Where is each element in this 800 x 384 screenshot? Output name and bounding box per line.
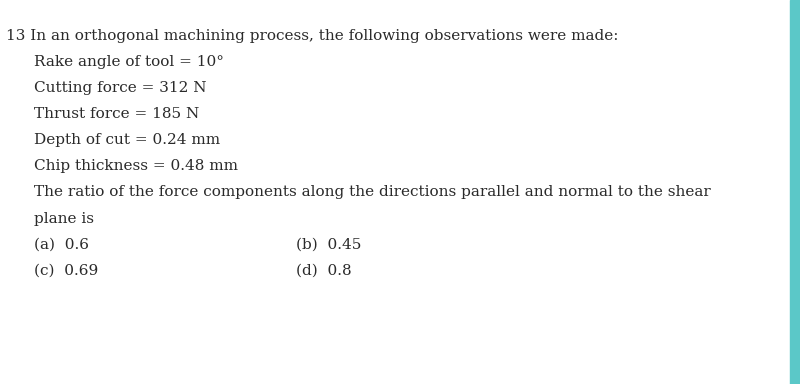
Text: (d)  0.8: (d) 0.8	[296, 264, 352, 278]
Text: Cutting force = 312 N: Cutting force = 312 N	[34, 81, 206, 95]
Text: The ratio of the force components along the directions parallel and normal to th: The ratio of the force components along …	[34, 185, 710, 199]
Text: (a)  0.6: (a) 0.6	[34, 238, 89, 252]
Text: plane is: plane is	[34, 212, 94, 225]
Text: Chip thickness = 0.48 mm: Chip thickness = 0.48 mm	[34, 159, 238, 173]
Text: (c)  0.69: (c) 0.69	[34, 264, 98, 278]
Text: Rake angle of tool = 10°: Rake angle of tool = 10°	[34, 55, 224, 69]
Text: Depth of cut = 0.24 mm: Depth of cut = 0.24 mm	[34, 133, 220, 147]
Text: 13 In an orthogonal machining process, the following observations were made:: 13 In an orthogonal machining process, t…	[6, 29, 619, 43]
Text: Thrust force = 185 N: Thrust force = 185 N	[34, 107, 199, 121]
Text: (b)  0.45: (b) 0.45	[296, 238, 362, 252]
